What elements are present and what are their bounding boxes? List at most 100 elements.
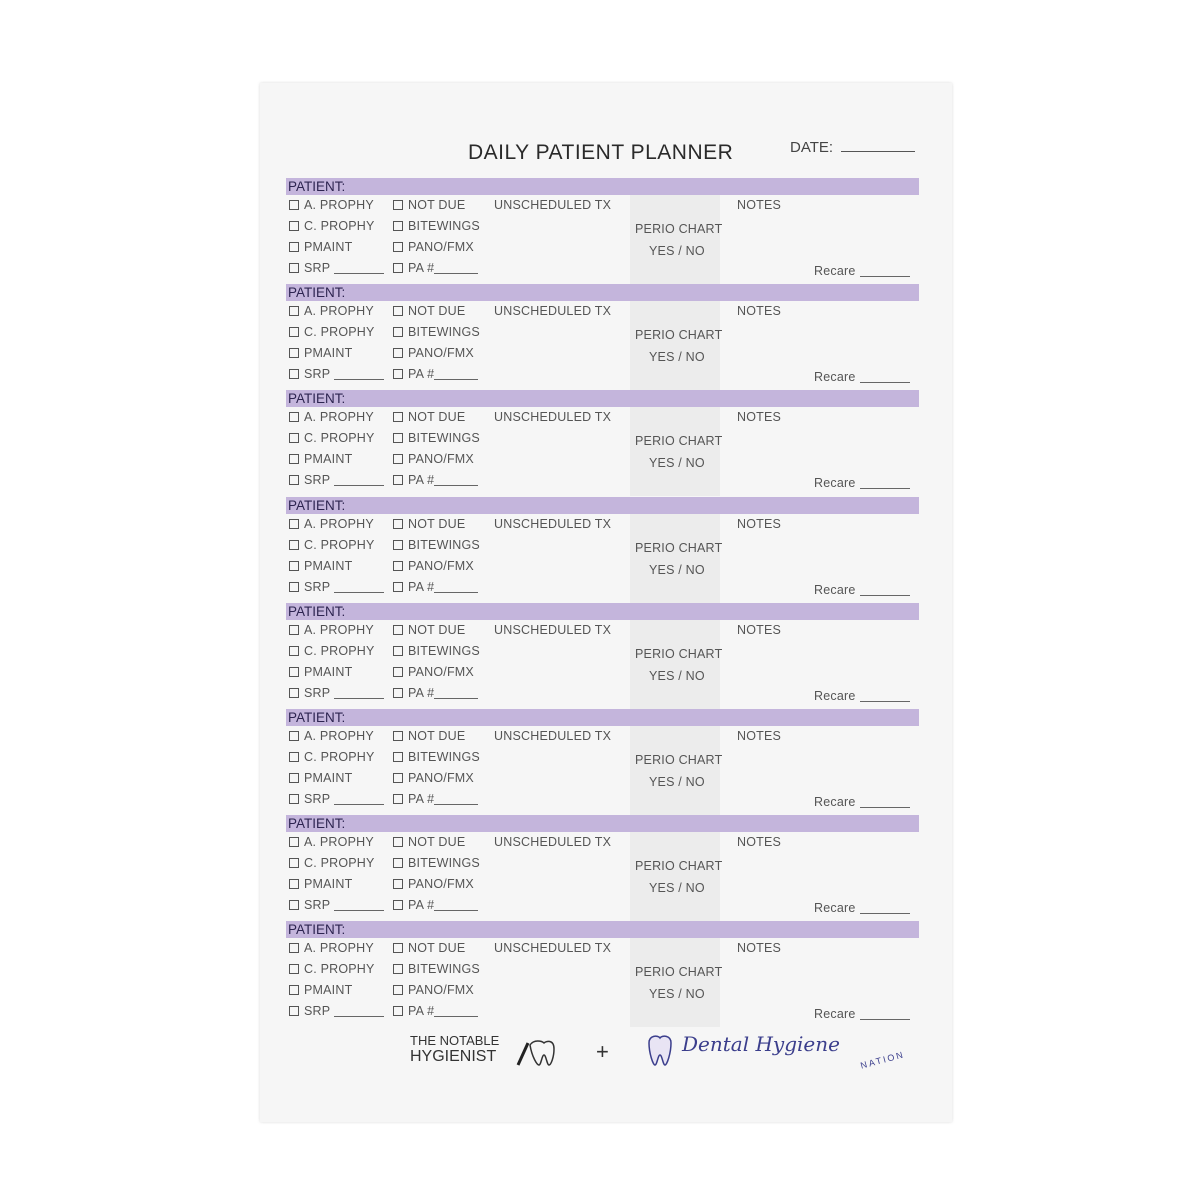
- recare-field[interactable]: Recare: [814, 476, 910, 490]
- checkbox[interactable]: [393, 433, 403, 443]
- checkbox[interactable]: [289, 263, 299, 273]
- checkbox-item[interactable]: A. PROPHY: [289, 941, 374, 955]
- checkbox-item[interactable]: A. PROPHY: [289, 835, 374, 849]
- checkbox[interactable]: [289, 964, 299, 974]
- patient-bar[interactable]: PATIENT:: [286, 709, 919, 726]
- srp-line[interactable]: [334, 910, 385, 911]
- pa-line[interactable]: [434, 273, 479, 274]
- checkbox[interactable]: [289, 667, 299, 677]
- checkbox-item[interactable]: PANO/FMX: [393, 665, 474, 679]
- checkbox[interactable]: [289, 454, 299, 464]
- checkbox-item[interactable]: C. PROPHY: [289, 219, 375, 233]
- recare-line[interactable]: [859, 913, 910, 914]
- checkbox-item[interactable]: PA #: [393, 261, 479, 275]
- checkbox[interactable]: [289, 433, 299, 443]
- patient-bar[interactable]: PATIENT:: [286, 603, 919, 620]
- patient-bar[interactable]: PATIENT:: [286, 497, 919, 514]
- recare-field[interactable]: Recare: [814, 1007, 910, 1021]
- checkbox[interactable]: [289, 900, 299, 910]
- pa-line[interactable]: [434, 592, 479, 593]
- checkbox[interactable]: [393, 200, 403, 210]
- checkbox[interactable]: [289, 561, 299, 571]
- checkbox-item[interactable]: C. PROPHY: [289, 325, 375, 339]
- date-field[interactable]: DATE:: [790, 139, 916, 156]
- patient-bar[interactable]: PATIENT:: [286, 390, 919, 407]
- checkbox-item[interactable]: BITEWINGS: [393, 750, 480, 764]
- checkbox-item[interactable]: PMAINT: [289, 771, 352, 785]
- checkbox[interactable]: [393, 582, 403, 592]
- recare-line[interactable]: [859, 382, 910, 383]
- checkbox[interactable]: [393, 519, 403, 529]
- checkbox-item[interactable]: PMAINT: [289, 346, 352, 360]
- checkbox[interactable]: [393, 773, 403, 783]
- recare-line[interactable]: [859, 807, 910, 808]
- checkbox[interactable]: [393, 412, 403, 422]
- checkbox-item[interactable]: PA #: [393, 473, 479, 487]
- checkbox[interactable]: [289, 943, 299, 953]
- checkbox[interactable]: [393, 263, 403, 273]
- checkbox-item[interactable]: PMAINT: [289, 877, 352, 891]
- checkbox[interactable]: [289, 412, 299, 422]
- checkbox-item[interactable]: PANO/FMX: [393, 983, 474, 997]
- checkbox[interactable]: [393, 327, 403, 337]
- checkbox-item[interactable]: BITEWINGS: [393, 431, 480, 445]
- checkbox-item[interactable]: PANO/FMX: [393, 346, 474, 360]
- checkbox[interactable]: [393, 985, 403, 995]
- checkbox[interactable]: [289, 879, 299, 889]
- checkbox-item[interactable]: PMAINT: [289, 983, 352, 997]
- checkbox[interactable]: [289, 348, 299, 358]
- checkbox[interactable]: [393, 348, 403, 358]
- checkbox[interactable]: [289, 625, 299, 635]
- checkbox[interactable]: [393, 667, 403, 677]
- checkbox[interactable]: [393, 306, 403, 316]
- checkbox-item[interactable]: SRP: [289, 580, 385, 594]
- checkbox[interactable]: [393, 964, 403, 974]
- srp-line[interactable]: [334, 1016, 385, 1017]
- checkbox-item[interactable]: PANO/FMX: [393, 559, 474, 573]
- checkbox[interactable]: [393, 646, 403, 656]
- patient-bar[interactable]: PATIENT:: [286, 815, 919, 832]
- checkbox-item[interactable]: C. PROPHY: [289, 431, 375, 445]
- pa-line[interactable]: [434, 698, 479, 699]
- checkbox[interactable]: [393, 1006, 403, 1016]
- checkbox-item[interactable]: SRP: [289, 1004, 385, 1018]
- checkbox[interactable]: [289, 858, 299, 868]
- recare-field[interactable]: Recare: [814, 583, 910, 597]
- srp-line[interactable]: [334, 698, 385, 699]
- checkbox[interactable]: [289, 221, 299, 231]
- checkbox-item[interactable]: A. PROPHY: [289, 623, 374, 637]
- checkbox[interactable]: [393, 540, 403, 550]
- checkbox[interactable]: [393, 221, 403, 231]
- checkbox-item[interactable]: C. PROPHY: [289, 644, 375, 658]
- checkbox-item[interactable]: NOT DUE: [393, 410, 465, 424]
- checkbox-item[interactable]: C. PROPHY: [289, 538, 375, 552]
- date-line[interactable]: [841, 151, 916, 152]
- recare-line[interactable]: [859, 488, 910, 489]
- checkbox-item[interactable]: BITEWINGS: [393, 962, 480, 976]
- checkbox-item[interactable]: BITEWINGS: [393, 644, 480, 658]
- recare-field[interactable]: Recare: [814, 370, 910, 384]
- checkbox-item[interactable]: A. PROPHY: [289, 304, 374, 318]
- checkbox-item[interactable]: PA #: [393, 367, 479, 381]
- checkbox[interactable]: [289, 200, 299, 210]
- checkbox-item[interactable]: PANO/FMX: [393, 877, 474, 891]
- checkbox[interactable]: [289, 582, 299, 592]
- checkbox[interactable]: [393, 858, 403, 868]
- checkbox[interactable]: [289, 327, 299, 337]
- checkbox[interactable]: [393, 242, 403, 252]
- checkbox-item[interactable]: SRP: [289, 792, 385, 806]
- recare-field[interactable]: Recare: [814, 795, 910, 809]
- checkbox-item[interactable]: NOT DUE: [393, 835, 465, 849]
- checkbox[interactable]: [289, 794, 299, 804]
- recare-line[interactable]: [859, 276, 910, 277]
- checkbox-item[interactable]: BITEWINGS: [393, 325, 480, 339]
- checkbox-item[interactable]: SRP: [289, 898, 385, 912]
- checkbox-item[interactable]: PMAINT: [289, 559, 352, 573]
- checkbox-item[interactable]: BITEWINGS: [393, 856, 480, 870]
- patient-bar[interactable]: PATIENT:: [286, 921, 919, 938]
- checkbox-item[interactable]: A. PROPHY: [289, 198, 374, 212]
- checkbox-item[interactable]: PA #: [393, 686, 479, 700]
- checkbox-item[interactable]: SRP: [289, 261, 385, 275]
- checkbox[interactable]: [289, 646, 299, 656]
- checkbox[interactable]: [393, 752, 403, 762]
